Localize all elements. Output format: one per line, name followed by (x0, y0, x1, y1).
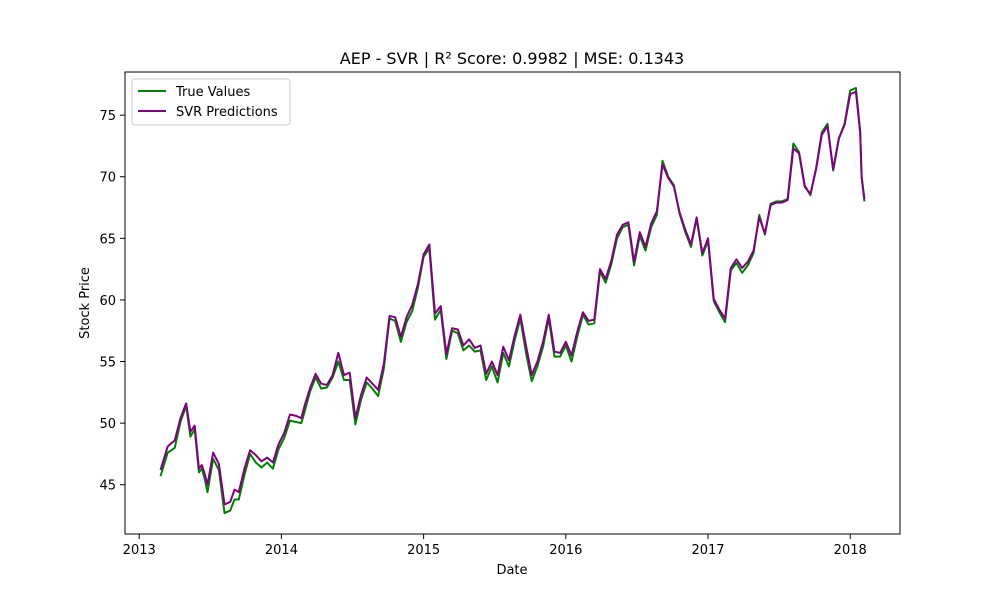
chart-title: AEP - SVR | R² Score: 0.9982 | MSE: 0.13… (340, 49, 684, 68)
y-tick-label: 55 (99, 356, 116, 371)
y-axis-label: Stock Price (78, 267, 93, 339)
x-axis-label: Date (496, 563, 527, 578)
x-tick-label: 2015 (407, 543, 440, 558)
y-tick-label: 65 (99, 232, 116, 247)
y-tick-label: 45 (99, 479, 116, 494)
x-tick-label: 2016 (549, 543, 582, 558)
plot-frame (125, 72, 900, 534)
y-tick-label: 70 (99, 171, 116, 186)
y-tick-label: 50 (99, 417, 116, 432)
legend: True Values SVR Predictions (132, 79, 290, 125)
legend-label-true-values: True Values (175, 85, 250, 100)
x-tick-label: 2017 (691, 543, 724, 558)
legend-label-svr-predictions: SVR Predictions (176, 105, 278, 120)
x-tick-label: 2013 (123, 543, 156, 558)
x-tick-label: 2014 (265, 543, 298, 558)
plot-area (125, 72, 900, 534)
y-tick-label: 60 (99, 294, 116, 309)
y-tick-label: 75 (99, 109, 116, 124)
x-tick-label: 2018 (834, 543, 867, 558)
